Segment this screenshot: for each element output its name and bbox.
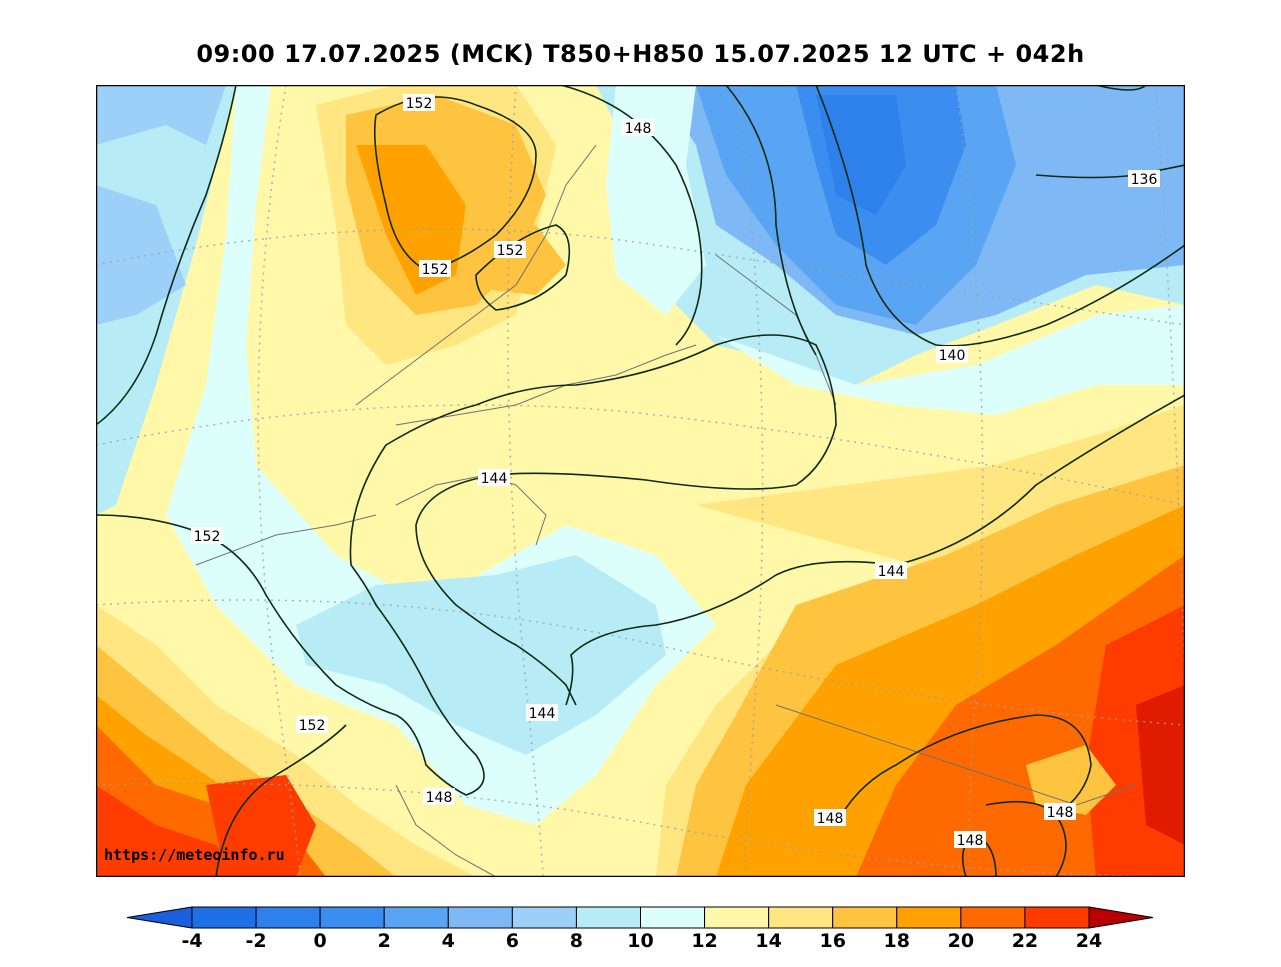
colorbar xyxy=(0,900,1281,963)
svg-text:148: 148 xyxy=(1047,805,1074,821)
svg-text:140: 140 xyxy=(939,348,966,364)
colorbar-tick-label: 14 xyxy=(755,930,782,952)
colorbar-segment xyxy=(640,906,706,929)
contour-label: 140 xyxy=(936,346,968,364)
colorbar-segment xyxy=(383,906,449,929)
colorbar-segment xyxy=(447,906,513,929)
chart-title: 09:00 17.07.2025 (MCK) T850+H850 15.07.2… xyxy=(196,40,1085,68)
colorbar-tick-label: 6 xyxy=(505,930,519,952)
contour-label: 144 xyxy=(526,704,558,722)
contour-label: 148 xyxy=(1044,803,1076,821)
colorbar-tick-label: 2 xyxy=(377,930,391,952)
svg-text:148: 148 xyxy=(957,833,984,849)
colorbar-under-arrow xyxy=(126,906,193,929)
colorbar-segment xyxy=(255,906,321,929)
colorbar-tick-label: -2 xyxy=(245,930,267,952)
contour-label: 148 xyxy=(622,119,654,137)
temperature-map: 152 148 152 152 136 140 144 152 144 148 … xyxy=(96,85,1185,877)
colorbar-segment xyxy=(191,906,257,929)
svg-text:148: 148 xyxy=(426,790,453,806)
contour-label: 148 xyxy=(814,809,846,827)
contour-labels: 152 148 152 152 136 140 144 152 144 148 … xyxy=(191,94,1160,849)
colorbar-tick-label: 10 xyxy=(627,930,654,952)
colorbar-over-arrow xyxy=(1088,906,1154,929)
colorbar-segment xyxy=(960,906,1026,929)
contour-label: 144 xyxy=(478,469,510,487)
svg-text:152: 152 xyxy=(422,262,449,278)
colorbar-tick-label: 16 xyxy=(819,930,846,952)
colorbar-tick-label: 20 xyxy=(947,930,975,952)
colorbar-segment xyxy=(896,906,962,929)
colorbar-segment xyxy=(832,906,898,929)
contour-label: 152 xyxy=(494,241,526,259)
contour-label: 136 xyxy=(1128,170,1160,188)
height-contours xyxy=(96,85,1185,877)
colorbar-tick-label: 4 xyxy=(441,930,455,952)
colorbar-segment xyxy=(1024,906,1090,929)
contour-label: 152 xyxy=(403,94,435,112)
contour-label: 148 xyxy=(423,788,455,806)
contour-label: 144 xyxy=(875,562,907,580)
colorbar-tick-label: 22 xyxy=(1011,930,1039,952)
colorbar-segment xyxy=(319,906,385,929)
watermark-url[interactable]: https://meteoinfo.ru xyxy=(104,846,285,864)
svg-text:152: 152 xyxy=(299,718,326,734)
colorbar-tick-label: 8 xyxy=(569,930,584,952)
colorbar-segment xyxy=(704,906,770,929)
svg-text:148: 148 xyxy=(625,121,652,137)
svg-text:144: 144 xyxy=(529,706,556,722)
svg-text:148: 148 xyxy=(817,811,844,827)
svg-text:152: 152 xyxy=(194,529,221,545)
colorbar-tick-label: 12 xyxy=(691,930,718,952)
svg-text:152: 152 xyxy=(406,96,433,112)
svg-text:144: 144 xyxy=(878,564,905,580)
colorbar-tick-label: 24 xyxy=(1075,930,1103,952)
svg-text:136: 136 xyxy=(1131,172,1158,188)
contour-label: 148 xyxy=(954,831,986,849)
contour-label: 152 xyxy=(191,527,223,545)
contour-label: 152 xyxy=(296,716,328,734)
colorbar-segment xyxy=(768,906,834,929)
svg-text:144: 144 xyxy=(481,471,508,487)
colorbar-tick-label: 0 xyxy=(313,930,327,952)
colorbar-tick-label: 18 xyxy=(883,930,911,952)
svg-text:152: 152 xyxy=(497,243,524,259)
colorbar-segment xyxy=(575,906,642,929)
contour-label: 152 xyxy=(419,260,451,278)
colorbar-tick-label: -4 xyxy=(181,930,203,952)
colorbar-segment xyxy=(511,906,577,929)
